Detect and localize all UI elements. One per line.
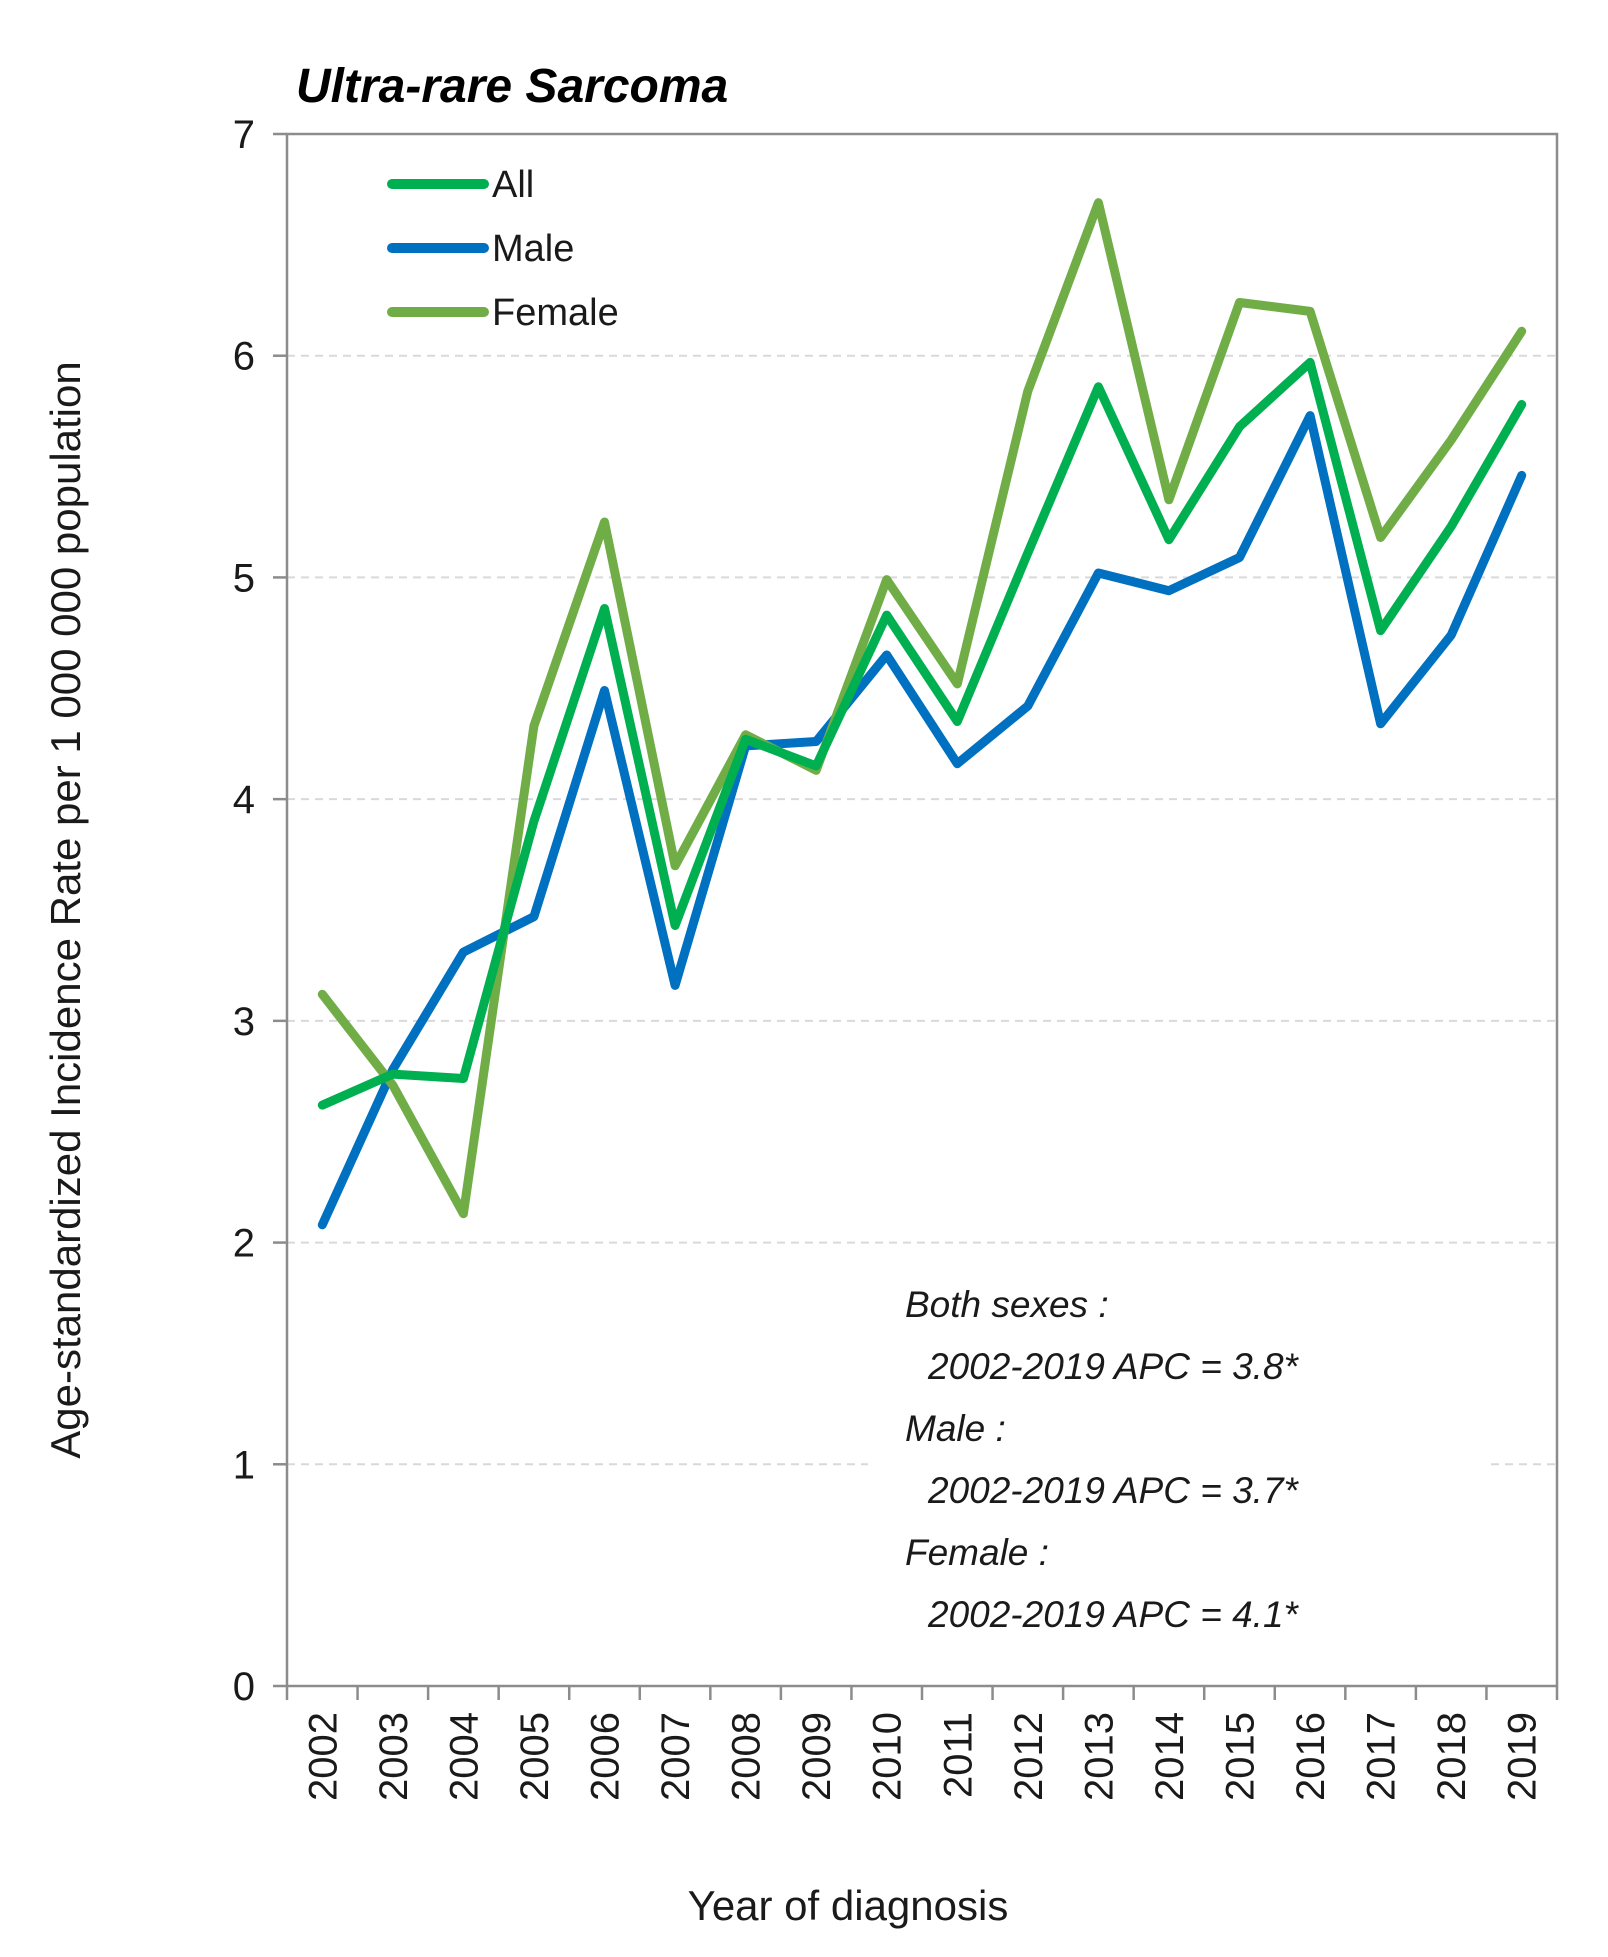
x-tick-label: 2014 xyxy=(1148,1712,1192,1801)
series-lines xyxy=(317,198,1527,1230)
x-axis-ticks: 2002 2003 2004 2005 2006 2007 2008 2009 2010 2011… xyxy=(285,1686,1559,1801)
x-tick-label: 2002 xyxy=(301,1712,345,1801)
y-tick-label: 4 xyxy=(233,778,255,822)
annotation-apc-value: 2002-2019 APC = 3.7* xyxy=(927,1470,1300,1511)
x-tick-label: 2006 xyxy=(584,1712,628,1801)
annotation-group-label: Both sexes : xyxy=(905,1284,1109,1325)
y-tick-label: 0 xyxy=(233,1665,255,1709)
annotation-apc-value: 2002-2019 APC = 4.1* xyxy=(927,1594,1300,1635)
y-tick-label: 3 xyxy=(233,1000,255,1044)
y-tick-label: 5 xyxy=(233,556,255,600)
x-tick-label: 2009 xyxy=(795,1712,839,1801)
legend: All Male Female xyxy=(387,164,619,334)
y-tick-label: 2 xyxy=(233,1222,255,1266)
x-tick-label: 2017 xyxy=(1360,1712,1404,1801)
y-tick-label: 1 xyxy=(233,1443,255,1487)
x-tick-label: 2008 xyxy=(725,1712,769,1801)
x-tick-label: 2019 xyxy=(1501,1712,1545,1801)
x-tick-label: 2011 xyxy=(936,1712,980,1798)
y-tick-label: 7 xyxy=(233,113,255,157)
y-axis-ticks: 0 1 2 3 4 5 6 7 xyxy=(233,113,287,1709)
x-tick-label: 2003 xyxy=(372,1712,416,1801)
series-line-male xyxy=(317,411,1527,1230)
apc-annotations: Both sexes : 2002-2019 APC = 3.8* Male : 20… xyxy=(868,1268,1488,1638)
annotation-group-label: Female : xyxy=(905,1532,1049,1573)
chart-title: Ultra-rare Sarcoma xyxy=(296,60,728,113)
annotation-apc-value: 2002-2019 APC = 3.8* xyxy=(927,1346,1300,1387)
legend-label-male: Male xyxy=(492,228,574,270)
x-tick-label: 2016 xyxy=(1289,1712,1333,1801)
y-tick-label: 6 xyxy=(233,335,255,379)
x-tick-label: 2005 xyxy=(513,1712,557,1801)
series-line-female xyxy=(317,198,1527,1219)
legend-label-female: Female xyxy=(492,292,619,334)
annotation-group-label: Male : xyxy=(905,1408,1006,1449)
legend-label-all: All xyxy=(492,164,534,206)
x-tick-label: 2013 xyxy=(1077,1712,1121,1801)
x-tick-label: 2007 xyxy=(654,1712,698,1801)
x-tick-label: 2018 xyxy=(1430,1712,1474,1801)
y-axis-title: Age-standardized Incidence Rate per 1 00… xyxy=(42,361,89,1458)
x-tick-label: 2010 xyxy=(866,1712,910,1801)
series-line-all xyxy=(317,357,1527,1110)
annotation-background xyxy=(868,1268,1488,1638)
x-tick-label: 2012 xyxy=(1007,1712,1051,1801)
x-axis-title: Year of diagnosis xyxy=(688,1882,1009,1929)
x-tick-label: 2015 xyxy=(1219,1712,1263,1801)
x-tick-label: 2004 xyxy=(442,1712,486,1801)
